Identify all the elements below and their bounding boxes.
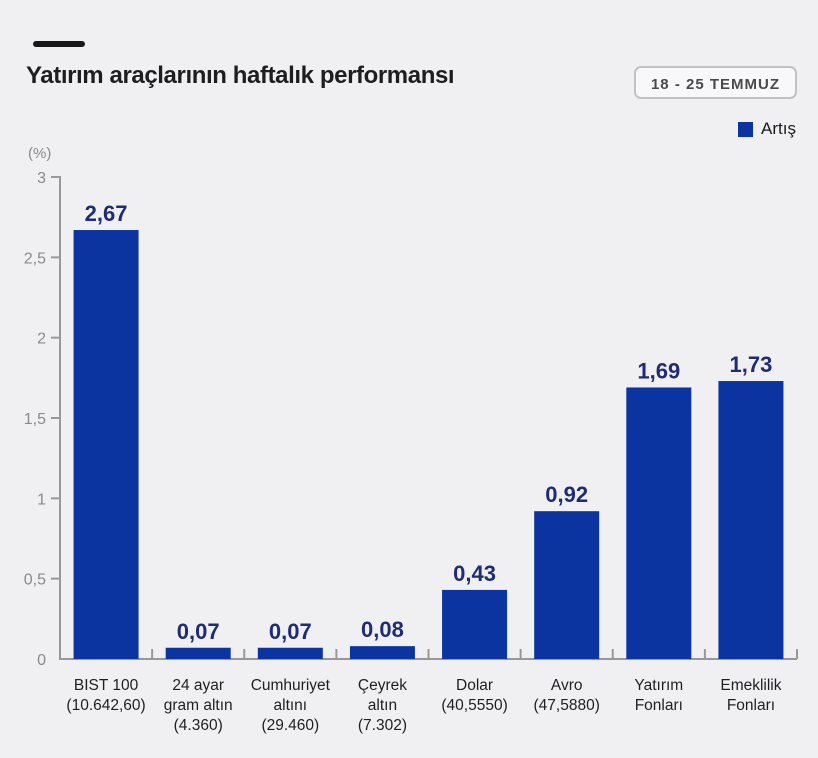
bar-value-label: 2,67 bbox=[85, 201, 128, 226]
category-label-emeklilik-fonlari: Fonları bbox=[727, 697, 775, 714]
y-tick-label: 2 bbox=[37, 331, 46, 348]
category-label-dolar-40-5550: Dolar bbox=[456, 677, 493, 694]
page-title: Yatırım araçlarının haftalık performansı bbox=[26, 62, 455, 89]
category-label-avro-47-5880: (47,5880) bbox=[534, 697, 600, 714]
y-tick-label: 0,5 bbox=[24, 572, 46, 589]
bar-emeklilik-fonlari bbox=[718, 381, 784, 659]
category-label-24-ayar-gram-altin: (4.360) bbox=[174, 717, 223, 734]
bar-value-label: 0,92 bbox=[545, 482, 588, 507]
bar-value-label: 1,69 bbox=[637, 358, 680, 383]
y-tick-label: 3 bbox=[37, 170, 46, 187]
bar-bist-100-10-642-60 bbox=[73, 230, 139, 659]
bar-ceyrek-altin bbox=[349, 646, 415, 659]
y-tick-label: 0 bbox=[37, 652, 46, 669]
bar-value-label: 0,08 bbox=[361, 617, 404, 642]
bar-avro-47-5880 bbox=[534, 511, 600, 659]
category-label-ceyrek-altin: Çeyrek bbox=[358, 677, 407, 694]
y-tick-label: 1,5 bbox=[24, 411, 46, 428]
category-label-ceyrek-altin: (7.302) bbox=[358, 717, 407, 734]
category-label-dolar-40-5550: (40,5550) bbox=[441, 697, 507, 714]
category-label-24-ayar-gram-altin: 24 ayar bbox=[172, 677, 224, 694]
legend-artis-swatch-icon bbox=[738, 121, 754, 137]
legend-artis-label: Artış bbox=[761, 119, 796, 138]
bar-24-ayar-gram-altin bbox=[165, 647, 231, 659]
category-label-yatirim-fonlari: Fonları bbox=[635, 697, 683, 714]
bar-cumhuriyet-altini bbox=[257, 647, 323, 659]
category-label-yatirim-fonlari: Yatırım bbox=[634, 677, 683, 694]
bar-dolar-40-5550 bbox=[442, 589, 508, 659]
category-label-bist-100-10-642-60: BIST 100 bbox=[74, 677, 139, 694]
legend: Artış bbox=[738, 119, 796, 139]
y-tick-label: 2,5 bbox=[24, 250, 46, 267]
category-label-emeklilik-fonlari: Emeklilik bbox=[720, 677, 781, 694]
bar-value-label: 0,43 bbox=[453, 561, 496, 586]
bar-value-label: 0,07 bbox=[269, 619, 312, 644]
y-tick-label: 1 bbox=[37, 491, 46, 508]
category-label-ceyrek-altin: altın bbox=[368, 697, 397, 714]
bar-value-label: 1,73 bbox=[730, 352, 773, 377]
category-label-avro-47-5880: Avro bbox=[551, 677, 583, 694]
bar-value-label: 0,07 bbox=[177, 619, 220, 644]
category-label-cumhuriyet-altini: altını bbox=[274, 697, 308, 714]
category-label-24-ayar-gram-altin: gram altın bbox=[164, 697, 233, 714]
category-label-bist-100-10-642-60: (10.642,60) bbox=[66, 697, 145, 714]
date-range-badge: 18 - 25 TEMMUZ bbox=[633, 66, 797, 99]
title-accent-dash bbox=[33, 41, 85, 47]
y-axis-unit-label: (%) bbox=[28, 145, 52, 162]
bar-yatirim-fonlari bbox=[626, 387, 692, 659]
category-label-cumhuriyet-altini: (29.460) bbox=[261, 717, 319, 734]
category-label-cumhuriyet-altini: Cumhuriyet bbox=[251, 677, 331, 694]
